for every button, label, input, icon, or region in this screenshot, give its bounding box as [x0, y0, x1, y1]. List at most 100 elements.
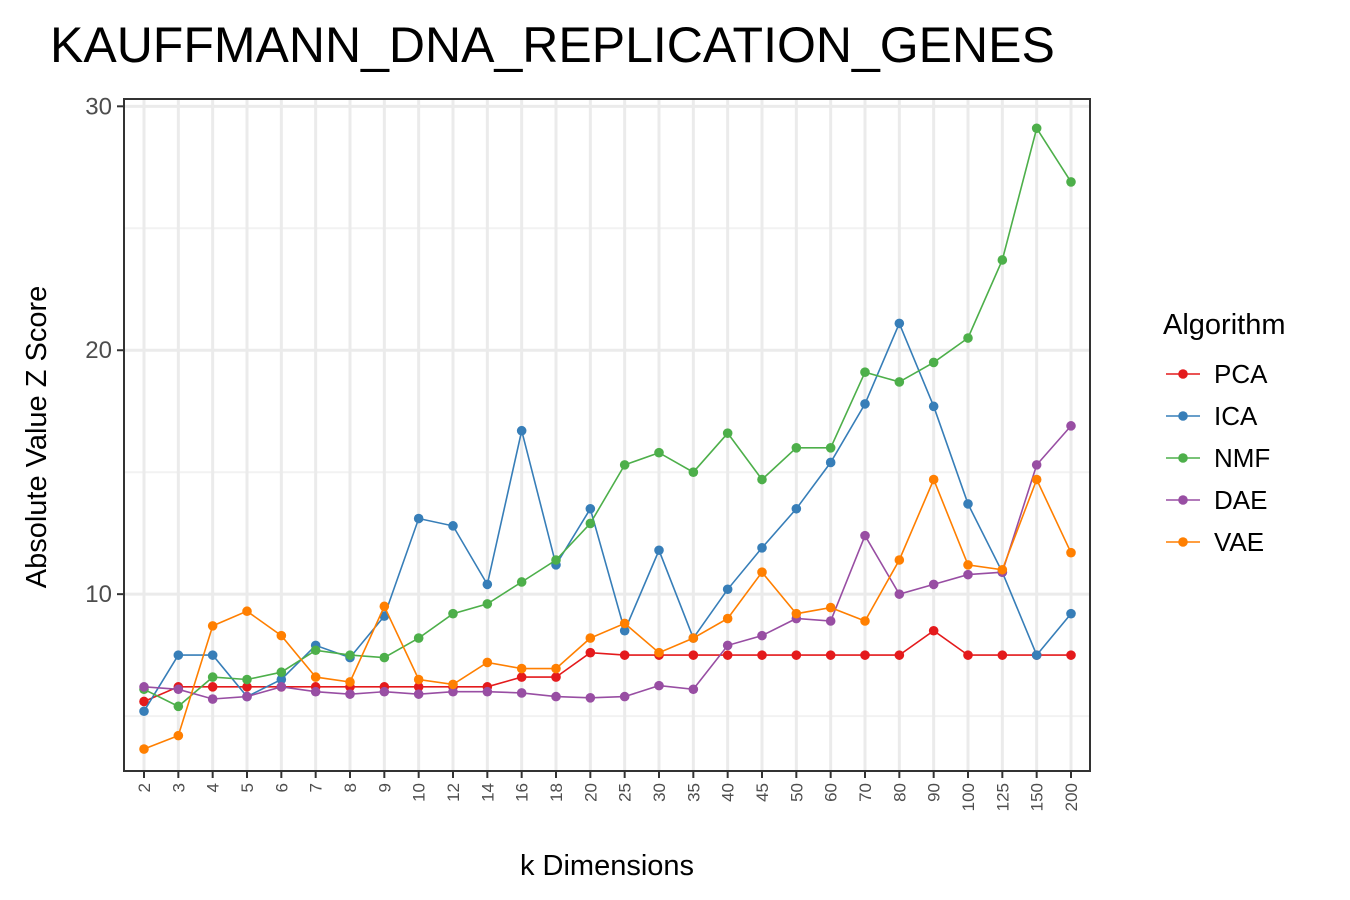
data-point-ica: [585, 503, 596, 514]
data-point-ica: [894, 318, 905, 329]
data-point-ica: [139, 706, 149, 717]
data-point-dae: [516, 688, 527, 698]
data-point-ica: [276, 674, 287, 685]
x-tick-label: 35: [684, 783, 703, 802]
x-tick-label: 60: [822, 783, 841, 802]
data-point-ica: [448, 521, 458, 531]
data-point-nmf: [860, 367, 870, 377]
series-nmf: [139, 123, 1076, 712]
data-point-vae: [482, 657, 493, 668]
data-point-dae: [585, 693, 596, 703]
x-tick-label: 10: [410, 783, 429, 802]
data-point-dae: [551, 691, 561, 702]
series-layer: [139, 123, 1076, 754]
data-point-dae: [139, 682, 149, 692]
data-point-ica: [516, 425, 527, 436]
x-tick-label: 12: [444, 783, 463, 802]
x-tick-label: 100: [959, 783, 978, 811]
x-tick-label: 125: [993, 783, 1012, 811]
data-point-dae: [619, 691, 630, 702]
data-point-vae: [173, 730, 184, 741]
data-point-vae: [757, 567, 767, 578]
x-tick-label: 70: [856, 783, 875, 802]
data-point-nmf: [928, 357, 939, 368]
data-point-ica: [619, 625, 630, 636]
data-point-nmf: [791, 443, 802, 453]
x-tick-label: 40: [719, 783, 738, 802]
data-point-vae: [448, 679, 458, 690]
data-point-pca: [963, 650, 973, 660]
legend-label: PCA: [1214, 359, 1268, 389]
data-point-pca: [791, 650, 802, 660]
data-point-ica: [379, 611, 390, 621]
plot-panel: [123, 98, 1091, 772]
data-point-dae: [482, 686, 493, 697]
data-point-dae: [207, 694, 218, 704]
data-point-ica: [207, 650, 218, 660]
data-point-dae: [928, 579, 939, 590]
data-point-pca: [585, 647, 596, 658]
data-point-ica: [173, 650, 184, 660]
x-tick-label: 6: [272, 783, 291, 792]
data-point-pca: [413, 682, 424, 692]
data-point-ica: [963, 499, 973, 509]
data-point-nmf: [379, 652, 390, 663]
data-point-dae: [860, 530, 870, 541]
data-point-dae: [242, 691, 252, 702]
data-point-nmf: [551, 555, 561, 565]
data-point-vae: [928, 474, 939, 485]
data-point-vae: [722, 613, 733, 624]
data-point-dae: [448, 686, 458, 697]
data-point-vae: [276, 630, 287, 641]
x-tick-label: 3: [169, 783, 188, 792]
legend-item-dae: DAE: [1166, 485, 1267, 515]
data-point-nmf: [482, 599, 493, 609]
legend-key-point: [1178, 495, 1188, 505]
plot-background: [124, 99, 1090, 771]
data-point-dae: [276, 682, 287, 692]
data-point-ica: [482, 579, 493, 590]
x-tick-label: 20: [581, 783, 600, 802]
data-point-dae: [963, 569, 973, 580]
legend-item-vae: VAE: [1166, 527, 1264, 557]
x-tick-label: 200: [1062, 783, 1081, 811]
data-point-dae: [1031, 460, 1042, 470]
data-point-nmf: [1031, 123, 1042, 134]
data-point-vae: [1031, 474, 1042, 485]
x-tick-label: 90: [925, 783, 944, 802]
data-point-dae: [173, 684, 184, 695]
data-point-dae: [688, 684, 699, 695]
x-tick-label: 150: [1028, 783, 1047, 811]
data-point-vae: [825, 602, 836, 613]
data-point-vae: [894, 555, 905, 565]
legend-item-pca: PCA: [1166, 359, 1268, 389]
data-point-pca: [619, 650, 630, 660]
data-point-dae: [825, 616, 836, 626]
legend: Algorithm PCA ICA NMF DAE VAE: [1163, 309, 1286, 557]
data-point-vae: [413, 674, 424, 685]
series-line-ica: [143, 321, 1072, 712]
data-point-pca: [722, 650, 733, 660]
data-point-vae: [310, 672, 321, 682]
data-point-nmf: [310, 645, 321, 656]
legend-label: ICA: [1214, 401, 1258, 431]
series-line-vae: [143, 477, 1072, 750]
data-point-ica: [757, 543, 767, 553]
legend-title: Algorithm: [1163, 309, 1286, 341]
x-tick-label: 80: [890, 783, 909, 802]
data-point-pca: [139, 696, 149, 707]
data-point-dae: [654, 680, 664, 691]
data-point-dae: [722, 640, 733, 651]
legend-item-ica: ICA: [1166, 401, 1258, 431]
legend-key-point: [1178, 453, 1188, 463]
data-point-pca: [825, 650, 836, 660]
data-point-pca: [860, 650, 870, 660]
data-point-ica: [413, 513, 424, 524]
data-point-nmf: [1066, 177, 1076, 187]
gridlines: [124, 99, 1090, 771]
x-tick-label: 7: [307, 783, 326, 792]
data-point-vae: [963, 560, 973, 570]
data-point-ica: [791, 503, 802, 514]
data-point-dae: [379, 686, 390, 697]
data-point-dae: [345, 689, 355, 699]
